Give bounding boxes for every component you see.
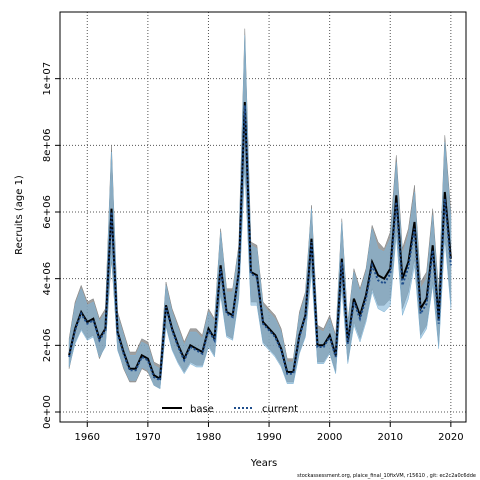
x-tick-label-2010: 2010 — [378, 432, 403, 443]
y-tick-label-3: 6e+06 — [42, 195, 53, 229]
y-tick-label-5: 1e+07 — [42, 62, 53, 96]
x-tick-label-2000: 2000 — [317, 432, 342, 443]
x-axis: 1960 1970 1980 1990 2000 2010 2020 — [75, 422, 464, 443]
confidence-bands — [68, 28, 452, 390]
x-tick-label-2020: 2020 — [438, 432, 463, 443]
y-tick-label-2: 4e+06 — [42, 262, 53, 296]
footer-credit: stockassessment.org, plaice_final_10fixV… — [297, 473, 476, 479]
plot-frame — [59, 11, 467, 423]
x-tick-label-1980: 1980 — [196, 432, 221, 443]
line-base — [68, 101, 452, 381]
y-axis-title: Recruits (age 1) — [14, 175, 25, 255]
x-tick-label-1960: 1960 — [75, 432, 100, 443]
line-current — [68, 105, 452, 382]
legend: base current — [162, 404, 298, 415]
y-axis: 0e+00 2e+06 4e+06 6e+06 8e+06 1e+07 — [42, 62, 60, 429]
y-tick-label-1: 2e+06 — [42, 329, 53, 363]
series-lines — [68, 101, 452, 382]
x-tick-label-1970: 1970 — [135, 432, 160, 443]
x-axis-title: Years — [250, 458, 277, 469]
legend-base-label: base — [190, 404, 214, 415]
x-tick-label-1990: 1990 — [256, 432, 281, 443]
legend-current-label: current — [262, 404, 298, 415]
y-tick-label-4: 8e+06 — [42, 129, 53, 163]
y-tick-label-0: 0e+00 — [42, 395, 53, 429]
